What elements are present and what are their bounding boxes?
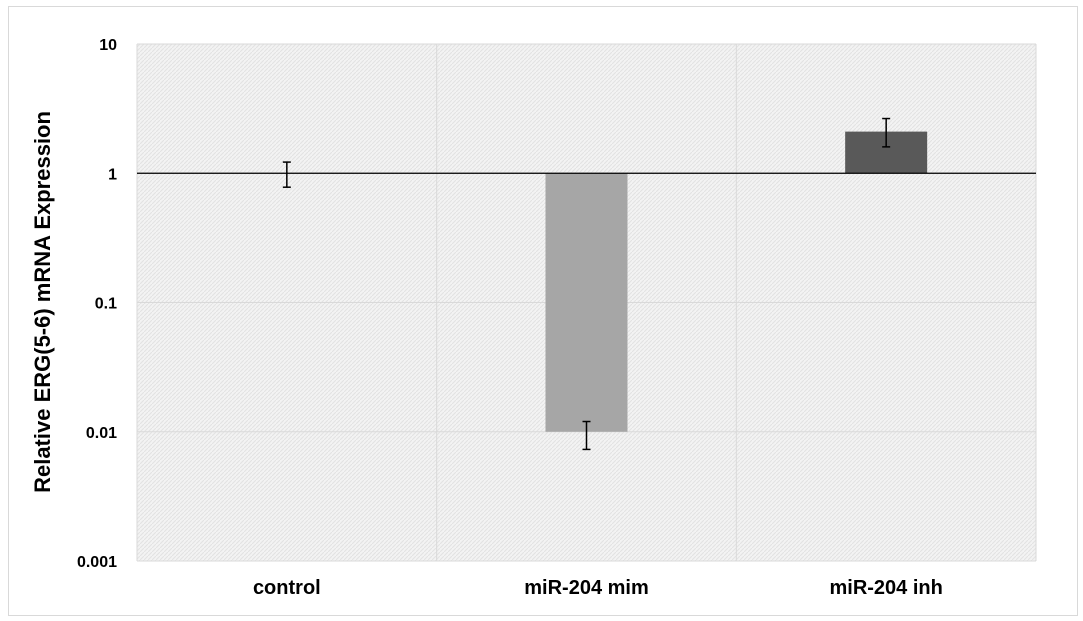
x-category-label: control xyxy=(253,577,321,599)
y-tick-label: 0.001 xyxy=(77,554,117,571)
y-tick-labels: 10 1 0.1 0.01 0.001 xyxy=(77,37,117,571)
x-category-label: miR-204 inh xyxy=(829,577,942,599)
y-axis-title: Relative ERG(5-6) mRNA Expression xyxy=(30,111,55,493)
bars xyxy=(545,131,928,432)
x-category-labels: control miR-204 mim miR-204 inh xyxy=(253,577,943,599)
x-category-label: miR-204 mim xyxy=(524,577,649,599)
bar xyxy=(545,173,628,432)
y-tick-label: 1 xyxy=(108,166,117,183)
y-tick-label: 0.1 xyxy=(95,296,117,313)
y-tick-label: 10 xyxy=(99,37,117,54)
error-bars xyxy=(282,117,891,451)
y-tick-label: 0.01 xyxy=(86,425,117,442)
